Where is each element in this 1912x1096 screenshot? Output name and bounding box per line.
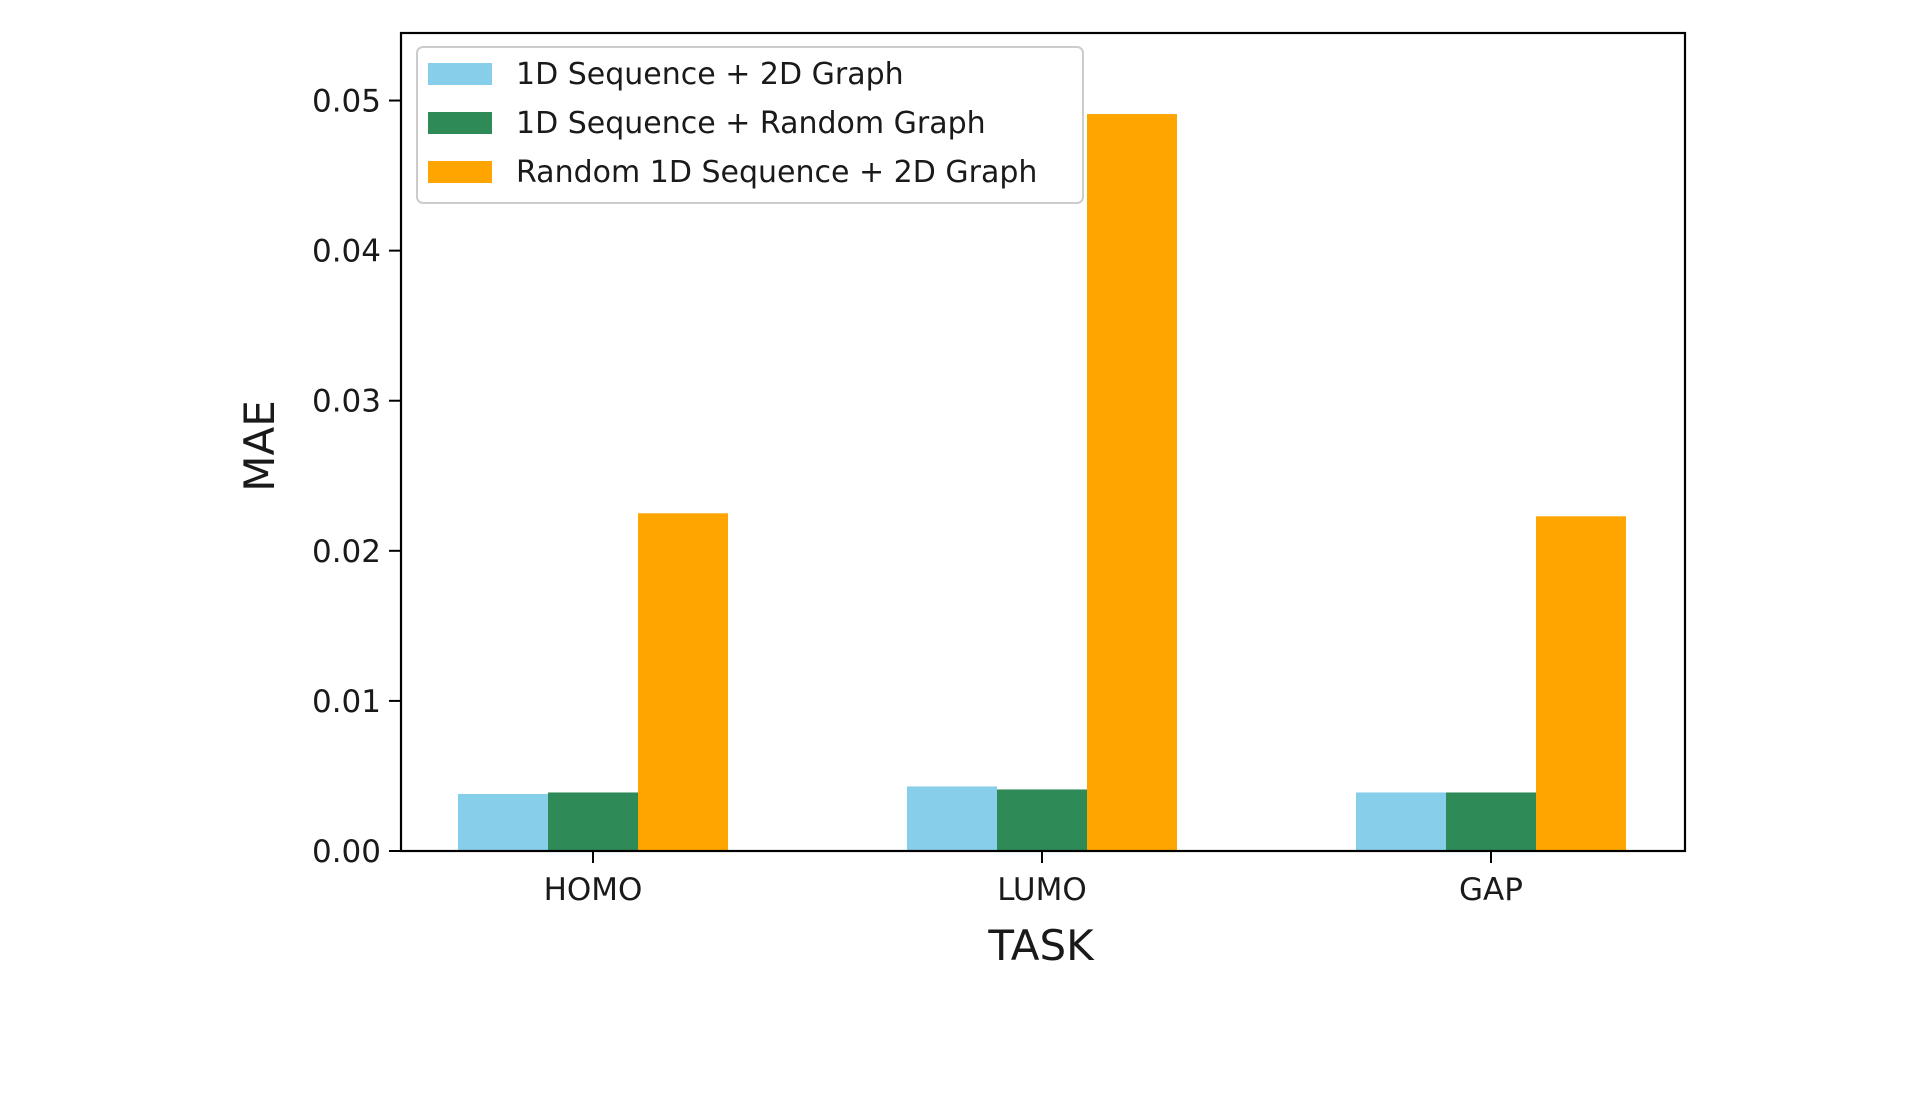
bar-lumo-series-3 <box>1087 114 1177 851</box>
bar-homo-series-3 <box>638 513 728 851</box>
y-tick-label: 0.02 <box>312 534 381 570</box>
legend-entries: 1D Sequence + 2D Graph 1D Sequence + Rand… <box>428 57 1037 190</box>
legend-swatch-series-2 <box>428 112 492 134</box>
y-axis-title: MAE <box>235 400 284 492</box>
legend-swatch-series-3 <box>428 161 492 183</box>
y-tick-label: 0.01 <box>312 684 381 720</box>
y-tick-label: 0.04 <box>312 234 381 270</box>
legend-label-series-1: 1D Sequence + 2D Graph <box>516 57 904 92</box>
legend-swatch-series-1 <box>428 63 492 85</box>
bar-lumo-series-2 <box>997 789 1087 851</box>
legend-label-series-3: Random 1D Sequence + 2D Graph <box>516 155 1037 190</box>
legend: 1D Sequence + 2D Graph 1D Sequence + Rand… <box>416 46 1084 204</box>
x-axis-title: TASK <box>987 921 1095 970</box>
bar-gap-series-3 <box>1536 516 1626 851</box>
legend-box <box>416 46 1084 204</box>
y-tick-label: 0.00 <box>312 834 381 870</box>
bar-gap-series-1 <box>1356 792 1446 851</box>
y-axis: 0.00 0.01 0.02 0.03 0.04 0.05 <box>312 84 401 870</box>
bars-layer <box>458 114 1626 851</box>
x-tick-label: LUMO <box>997 872 1087 908</box>
x-tick-label: HOMO <box>544 872 643 908</box>
bar-gap-series-2 <box>1446 792 1536 851</box>
x-tick-label: GAP <box>1459 872 1523 908</box>
y-tick-label: 0.05 <box>312 84 381 120</box>
x-axis: HOMO LUMO GAP <box>544 851 1523 908</box>
bar-homo-series-2 <box>548 792 638 851</box>
bar-homo-series-1 <box>458 793 548 851</box>
y-tick-label: 0.03 <box>312 384 381 420</box>
bar-lumo-series-1 <box>907 786 997 851</box>
legend-label-series-2: 1D Sequence + Random Graph <box>516 106 986 141</box>
